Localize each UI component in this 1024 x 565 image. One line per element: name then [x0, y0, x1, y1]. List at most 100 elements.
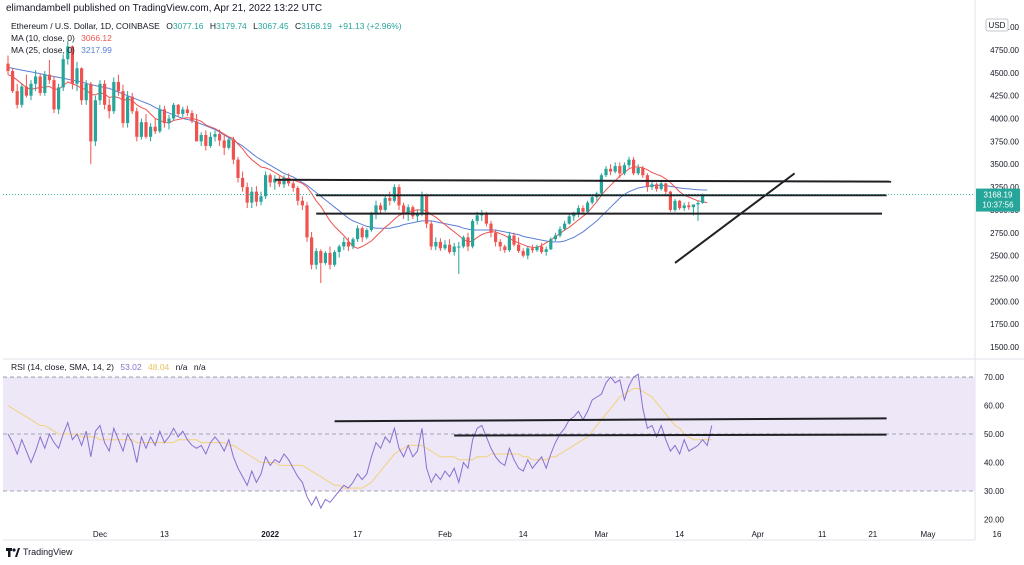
candle	[254, 186, 258, 207]
candle-body	[498, 241, 502, 247]
currency-label: USD	[989, 21, 1006, 30]
candle	[498, 239, 502, 252]
candle	[360, 226, 364, 242]
candle	[300, 196, 304, 210]
candle	[521, 248, 525, 258]
candle-body	[43, 74, 47, 93]
candle	[650, 180, 654, 190]
candle-body	[236, 159, 240, 178]
candle-body	[139, 122, 143, 137]
candle-body	[641, 167, 645, 176]
candle-body	[609, 168, 613, 172]
rsi-tick-label: 70.00	[984, 373, 1005, 382]
candle	[172, 103, 176, 121]
candle-body	[457, 246, 461, 248]
candle-body	[369, 214, 373, 231]
candle-body	[613, 166, 617, 172]
candle	[452, 242, 456, 256]
candle-body	[365, 230, 369, 238]
candle	[586, 200, 590, 214]
time-tick-label: 21	[868, 530, 877, 539]
candle-body	[360, 228, 364, 238]
candle-body	[245, 187, 249, 203]
candle-body	[190, 113, 194, 122]
price-tick-label: 1500.00	[990, 343, 1019, 352]
tradingview-logo-icon	[6, 547, 20, 557]
price-tick-label: 3250.00	[990, 183, 1019, 192]
candle	[696, 200, 700, 221]
rsi-sma-value: 48.04	[148, 362, 170, 372]
rsi-na-2: n/a	[193, 362, 206, 372]
candle	[268, 173, 272, 188]
candle-body	[678, 200, 682, 209]
candle-body	[379, 205, 383, 210]
candle-body	[121, 91, 125, 124]
candle-body	[526, 248, 530, 256]
candle-body	[507, 235, 511, 251]
price-tick-label: 4500.00	[990, 69, 1019, 78]
candle	[535, 244, 539, 252]
candle	[296, 186, 300, 206]
candle-body	[434, 241, 438, 247]
close-label: C	[295, 21, 302, 31]
ma10-label: MA (10, close, 0)	[11, 33, 75, 43]
candle	[57, 83, 61, 114]
candle	[291, 179, 295, 192]
candle-body	[346, 241, 350, 247]
candle-body	[572, 214, 576, 217]
candle-body	[195, 121, 199, 142]
price-tick-label: 2750.00	[990, 229, 1019, 238]
time-tick-label: Feb	[438, 530, 452, 539]
candle	[241, 171, 245, 192]
rsi-tick-label: 50.00	[984, 430, 1005, 439]
candle-body	[144, 122, 148, 137]
candle-body	[549, 239, 553, 250]
candle-body	[218, 134, 222, 141]
trend-line	[674, 172, 796, 264]
candle-body	[530, 248, 534, 251]
candle	[466, 232, 470, 252]
candle-body	[618, 166, 622, 174]
candle-body	[461, 237, 465, 247]
candle	[190, 110, 194, 124]
candle	[540, 242, 544, 254]
ma25-legend: MA (25, close, 0) 3217.99	[11, 45, 112, 55]
candle-body	[553, 235, 557, 240]
candle-body	[52, 80, 56, 110]
publisher-line: elimandambell published on TradingView.c…	[6, 3, 323, 14]
candle	[130, 92, 134, 114]
candle-body	[512, 235, 516, 245]
candle	[526, 246, 530, 260]
time-tick-label: 14	[675, 530, 684, 539]
candle	[158, 104, 162, 134]
rsi-label: RSI (14, close, SMA, 14, 2)	[11, 362, 114, 372]
candle	[549, 237, 553, 251]
candle	[98, 80, 102, 105]
candle	[323, 251, 327, 265]
candle-body	[503, 246, 507, 251]
candle-body	[576, 208, 580, 215]
candle-body	[429, 223, 433, 247]
candle	[517, 237, 521, 253]
tradingview-footer[interactable]: TradingView	[6, 547, 73, 557]
candle-body	[466, 237, 470, 247]
rsi-legend: RSI (14, close, SMA, 14, 2) 53.02 48.04 …	[11, 362, 206, 372]
candle-body	[204, 134, 208, 146]
candle	[457, 241, 461, 274]
tradingview-brand: TradingView	[23, 547, 73, 557]
candle	[305, 201, 309, 242]
time-tick-label: Dec	[93, 530, 107, 539]
candle-body	[323, 252, 327, 263]
candle-body	[75, 68, 79, 84]
candle-body	[89, 83, 93, 142]
time-tick-label: 16	[993, 530, 1002, 539]
candle-body	[34, 76, 38, 84]
candle	[213, 130, 217, 142]
candle-body	[153, 126, 157, 132]
candle-body	[314, 251, 318, 265]
candle	[448, 239, 452, 254]
candle	[471, 219, 475, 249]
change-value: +91.13 (+2.96%)	[338, 21, 402, 31]
candle-body	[135, 111, 139, 137]
candle	[107, 98, 111, 119]
